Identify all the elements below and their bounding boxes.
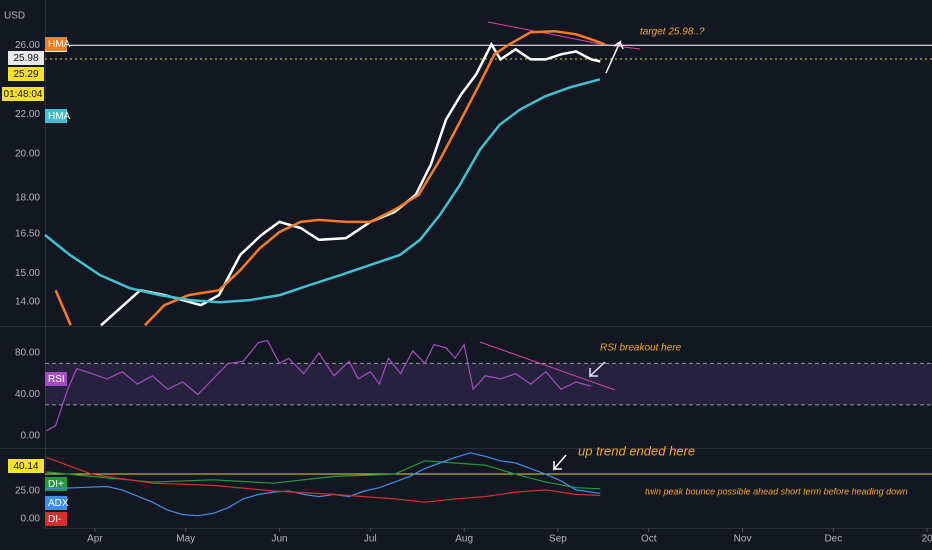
price-badge-text: 25.29 bbox=[13, 69, 38, 80]
legend-badge bbox=[45, 512, 67, 526]
currency-label: USD bbox=[4, 11, 25, 22]
series-line bbox=[100, 41, 601, 327]
countdown-badge bbox=[2, 87, 44, 101]
x-tick-label: Nov bbox=[734, 534, 752, 545]
series-line bbox=[54, 29, 606, 327]
y-tick-label: 15.00 bbox=[15, 268, 40, 279]
legend-label: ADX bbox=[48, 498, 69, 509]
legend-label: HMA bbox=[48, 111, 71, 122]
trend-line bbox=[487, 21, 601, 45]
legend-badge bbox=[45, 477, 67, 491]
arrow bbox=[589, 361, 606, 378]
y-tick-label: 16.50 bbox=[15, 228, 40, 239]
price-badge-text: 25.98 bbox=[13, 53, 38, 64]
y-tick-label: 14.00 bbox=[15, 297, 40, 308]
legend-badge bbox=[45, 496, 67, 510]
annotation: up trend ended here bbox=[578, 443, 695, 458]
annotation: target 25.98..? bbox=[640, 27, 705, 38]
x-tick-label: Oct bbox=[641, 534, 657, 545]
legend-badge bbox=[45, 372, 67, 386]
y-tick-label: 0.00 bbox=[21, 431, 41, 442]
y-tick-label: 22.00 bbox=[15, 109, 40, 120]
y-tick-label: 25.00 bbox=[15, 486, 40, 497]
x-tick-label: Jun bbox=[271, 534, 287, 545]
countdown-text: 01:48:04 bbox=[4, 89, 43, 100]
legend-label: HMA bbox=[48, 39, 71, 50]
legend-badge bbox=[45, 37, 67, 51]
level-badge bbox=[8, 459, 44, 473]
series-line bbox=[46, 456, 601, 503]
rsi-band bbox=[45, 363, 932, 405]
series-line bbox=[44, 78, 601, 304]
arrow bbox=[553, 454, 567, 472]
y-tick-label: 40.00 bbox=[15, 389, 40, 400]
level-badge-text: 40.14 bbox=[13, 461, 38, 472]
x-tick-label: Sep bbox=[549, 534, 567, 545]
annotation: twin peak bounce possible ahead short te… bbox=[645, 486, 908, 496]
y-tick-label: 80.00 bbox=[15, 348, 40, 359]
x-tick-label: Dec bbox=[824, 534, 842, 545]
series-line bbox=[46, 460, 601, 490]
arrow bbox=[605, 39, 624, 74]
x-tick-label: Jul bbox=[364, 534, 377, 545]
legend-label: DI+ bbox=[48, 479, 64, 490]
legend-badge bbox=[45, 109, 67, 123]
trend-line bbox=[479, 341, 616, 391]
series-line bbox=[44, 452, 601, 517]
y-tick-label: 26.00 bbox=[15, 40, 40, 51]
x-tick-label: Aug bbox=[455, 534, 473, 545]
x-tick-label: May bbox=[176, 534, 195, 545]
y-tick-label: 20.00 bbox=[15, 149, 40, 160]
x-tick-label: Apr bbox=[87, 534, 103, 545]
annotation: RSI breakout here bbox=[600, 343, 682, 354]
y-tick-label: 18.00 bbox=[15, 192, 40, 203]
legend-label: RSI bbox=[48, 374, 65, 385]
x-tick-label: 20 bbox=[922, 534, 932, 545]
price-badge bbox=[8, 67, 44, 81]
legend-label: DI- bbox=[48, 514, 61, 525]
y-tick-label: 0.00 bbox=[21, 514, 41, 525]
price-badge bbox=[8, 51, 44, 65]
series-line bbox=[46, 339, 592, 432]
